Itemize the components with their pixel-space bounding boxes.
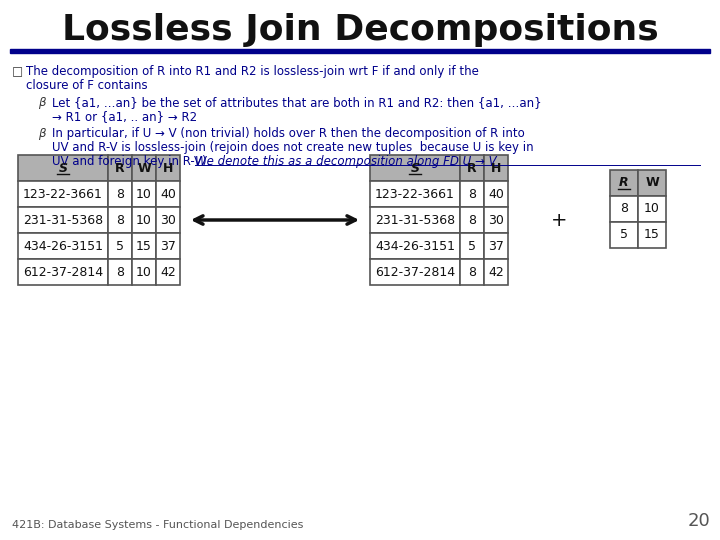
Text: 10: 10 bbox=[136, 187, 152, 200]
Text: → R1 or {a1, .. an} → R2: → R1 or {a1, .. an} → R2 bbox=[52, 110, 197, 123]
Bar bbox=[610, 196, 638, 222]
Bar bbox=[108, 259, 132, 285]
Text: 40: 40 bbox=[488, 187, 504, 200]
Bar bbox=[108, 181, 132, 207]
Bar bbox=[156, 181, 180, 207]
Text: S: S bbox=[410, 161, 420, 174]
Text: 10: 10 bbox=[136, 266, 152, 279]
Text: S: S bbox=[58, 161, 68, 174]
Bar bbox=[370, 233, 460, 259]
Text: 612-37-2814: 612-37-2814 bbox=[23, 266, 103, 279]
Bar bbox=[156, 233, 180, 259]
Bar bbox=[370, 207, 460, 233]
Text: UV and R-V is lossless-join (rejoin does not create new tuples  because U is key: UV and R-V is lossless-join (rejoin does… bbox=[52, 140, 534, 153]
Text: β: β bbox=[38, 126, 45, 140]
Text: 612-37-2814: 612-37-2814 bbox=[375, 266, 455, 279]
Text: 5: 5 bbox=[116, 240, 124, 253]
Bar bbox=[460, 207, 484, 233]
Text: 10: 10 bbox=[136, 213, 152, 226]
Text: 37: 37 bbox=[160, 240, 176, 253]
Bar bbox=[132, 233, 156, 259]
Bar bbox=[460, 155, 484, 181]
Text: 123-22-3661: 123-22-3661 bbox=[375, 187, 455, 200]
Bar bbox=[156, 259, 180, 285]
Bar bbox=[156, 207, 180, 233]
Bar bbox=[370, 181, 460, 207]
Bar bbox=[370, 259, 460, 285]
Text: 15: 15 bbox=[136, 240, 152, 253]
Text: 231-31-5368: 231-31-5368 bbox=[23, 213, 103, 226]
Bar bbox=[484, 259, 508, 285]
Text: 434-26-3151: 434-26-3151 bbox=[23, 240, 103, 253]
Text: In particular, if U → V (non trivial) holds over R then the decomposition of R i: In particular, if U → V (non trivial) ho… bbox=[52, 126, 525, 140]
Bar bbox=[484, 181, 508, 207]
Text: 5: 5 bbox=[620, 228, 628, 241]
Text: 40: 40 bbox=[160, 187, 176, 200]
Text: 8: 8 bbox=[116, 213, 124, 226]
Bar bbox=[638, 222, 666, 248]
Text: Let {a1, …an} be the set of attributes that are both in R1 and R2: then {a1, …an: Let {a1, …an} be the set of attributes t… bbox=[52, 96, 541, 109]
Text: 8: 8 bbox=[468, 266, 476, 279]
Bar bbox=[638, 196, 666, 222]
Text: R: R bbox=[619, 177, 629, 190]
Text: □: □ bbox=[12, 65, 23, 78]
Text: We denote this as a decomposition along FD U → V: We denote this as a decomposition along … bbox=[195, 154, 497, 167]
Text: +: + bbox=[551, 211, 567, 229]
Text: β: β bbox=[38, 96, 45, 109]
Text: 8: 8 bbox=[468, 187, 476, 200]
Bar bbox=[132, 181, 156, 207]
Bar bbox=[610, 170, 638, 196]
Text: 20: 20 bbox=[688, 512, 710, 530]
Text: 8: 8 bbox=[468, 213, 476, 226]
Text: 42: 42 bbox=[160, 266, 176, 279]
Bar bbox=[460, 181, 484, 207]
Bar bbox=[108, 207, 132, 233]
Text: R: R bbox=[467, 161, 477, 174]
Text: H: H bbox=[491, 161, 501, 174]
Bar bbox=[610, 222, 638, 248]
Bar bbox=[10, 49, 710, 53]
Bar bbox=[18, 259, 108, 285]
Text: UV and foreign key in R-V).: UV and foreign key in R-V). bbox=[52, 154, 214, 167]
Bar bbox=[460, 233, 484, 259]
Bar bbox=[18, 233, 108, 259]
Bar bbox=[484, 155, 508, 181]
Text: W: W bbox=[137, 161, 151, 174]
Text: 5: 5 bbox=[468, 240, 476, 253]
Bar bbox=[638, 170, 666, 196]
Text: 42: 42 bbox=[488, 266, 504, 279]
Bar bbox=[460, 259, 484, 285]
Text: H: H bbox=[163, 161, 174, 174]
Bar bbox=[18, 207, 108, 233]
Bar bbox=[132, 207, 156, 233]
Text: 231-31-5368: 231-31-5368 bbox=[375, 213, 455, 226]
Bar bbox=[484, 207, 508, 233]
Bar bbox=[132, 155, 156, 181]
Text: 30: 30 bbox=[160, 213, 176, 226]
Text: 421B: Database Systems - Functional Dependencies: 421B: Database Systems - Functional Depe… bbox=[12, 520, 303, 530]
Text: 8: 8 bbox=[116, 187, 124, 200]
Text: 10: 10 bbox=[644, 202, 660, 215]
Bar bbox=[370, 155, 460, 181]
Text: R: R bbox=[115, 161, 125, 174]
Text: Lossless Join Decompositions: Lossless Join Decompositions bbox=[62, 13, 658, 47]
Text: 37: 37 bbox=[488, 240, 504, 253]
Bar bbox=[18, 181, 108, 207]
Bar bbox=[108, 233, 132, 259]
Bar bbox=[108, 155, 132, 181]
Text: 434-26-3151: 434-26-3151 bbox=[375, 240, 455, 253]
Text: 123-22-3661: 123-22-3661 bbox=[23, 187, 103, 200]
Bar bbox=[484, 233, 508, 259]
Text: W: W bbox=[645, 177, 659, 190]
Text: 8: 8 bbox=[620, 202, 628, 215]
Text: 8: 8 bbox=[116, 266, 124, 279]
Text: closure of F contains: closure of F contains bbox=[26, 79, 148, 92]
Text: 30: 30 bbox=[488, 213, 504, 226]
Bar bbox=[132, 259, 156, 285]
Text: The decomposition of R into R1 and R2 is lossless-join wrt F if and only if the: The decomposition of R into R1 and R2 is… bbox=[26, 65, 479, 78]
Bar bbox=[156, 155, 180, 181]
Text: 15: 15 bbox=[644, 228, 660, 241]
Bar bbox=[18, 155, 108, 181]
